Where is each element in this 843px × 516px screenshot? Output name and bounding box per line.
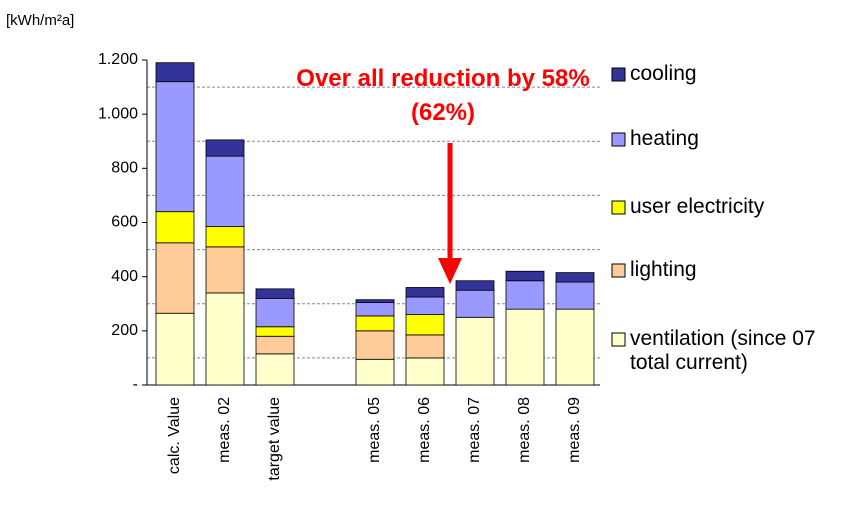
- bar-segment: [405, 357, 445, 386]
- bar-segment: [255, 353, 295, 386]
- y-tick-label: 1.000: [98, 105, 138, 122]
- bar-segment: [255, 335, 295, 355]
- bar-segment: [455, 316, 495, 386]
- bar-segment: [355, 330, 395, 360]
- bar-segment: [255, 288, 295, 299]
- y-tick-label: 1.200: [98, 51, 138, 68]
- y-tick-label: 600: [111, 214, 138, 231]
- bar-segment: [255, 297, 295, 328]
- x-tick-label: meas. 02: [216, 397, 233, 463]
- y-tick-label: 800: [111, 160, 138, 177]
- bar-segment: [555, 281, 595, 310]
- y-axis-label: [kWh/m²a]: [6, 12, 74, 29]
- bar-segment: [355, 301, 395, 317]
- y-tick-label: -: [133, 376, 138, 393]
- x-tick-label: meas. 08: [516, 397, 533, 463]
- bar-segment: [455, 280, 495, 291]
- y-tick-label: 200: [111, 322, 138, 339]
- bar-segment: [555, 272, 595, 283]
- legend-label: lighting: [630, 258, 697, 281]
- x-tick-label: calc. Value: [166, 397, 183, 474]
- bar-segment: [205, 155, 245, 227]
- legend-swatch: [611, 332, 626, 347]
- annotation: Over all reduction by 58% (62%): [296, 65, 590, 126]
- legend-label: heating: [630, 127, 699, 150]
- bar-segment: [255, 326, 295, 337]
- x-tick-label: meas. 07: [466, 397, 483, 463]
- bar-segment: [205, 292, 245, 386]
- legend-swatch: [611, 132, 626, 147]
- bar-segment: [355, 315, 395, 332]
- bar-segment: [505, 280, 545, 310]
- bar-segment: [205, 246, 245, 294]
- bar-segment: [155, 81, 195, 213]
- x-tick-label: target value: [266, 397, 283, 481]
- bar-segment: [505, 308, 545, 386]
- bar-segment: [405, 296, 445, 315]
- legend-swatch: [611, 200, 626, 215]
- legend-label: ventilation (since 07 total current): [630, 327, 816, 374]
- bar-segment: [505, 270, 545, 282]
- legend-label: cooling: [630, 62, 697, 85]
- bar-segment: [155, 242, 195, 314]
- bar-segment: [405, 334, 445, 359]
- bar-segment: [405, 314, 445, 336]
- bar-segment: [205, 139, 245, 157]
- y-tick-label: 400: [111, 268, 138, 285]
- arrow-head: [438, 258, 462, 284]
- x-tick-label: meas. 05: [366, 397, 383, 463]
- legend-label: user electricity: [630, 195, 765, 218]
- x-tick-label: meas. 09: [566, 397, 583, 463]
- bar-segment: [155, 312, 195, 386]
- bar-segment: [405, 287, 445, 298]
- bar-segment: [155, 211, 195, 244]
- bar-segment: [155, 62, 195, 83]
- bar-segment: [205, 226, 245, 248]
- x-tick-label: meas. 06: [416, 397, 433, 463]
- bar-segment: [455, 289, 495, 318]
- bar-segment: [555, 308, 595, 386]
- bar-segment: [355, 358, 395, 386]
- legend-swatch: [611, 263, 626, 278]
- bar-segment: [355, 299, 395, 303]
- legend-swatch: [611, 67, 626, 82]
